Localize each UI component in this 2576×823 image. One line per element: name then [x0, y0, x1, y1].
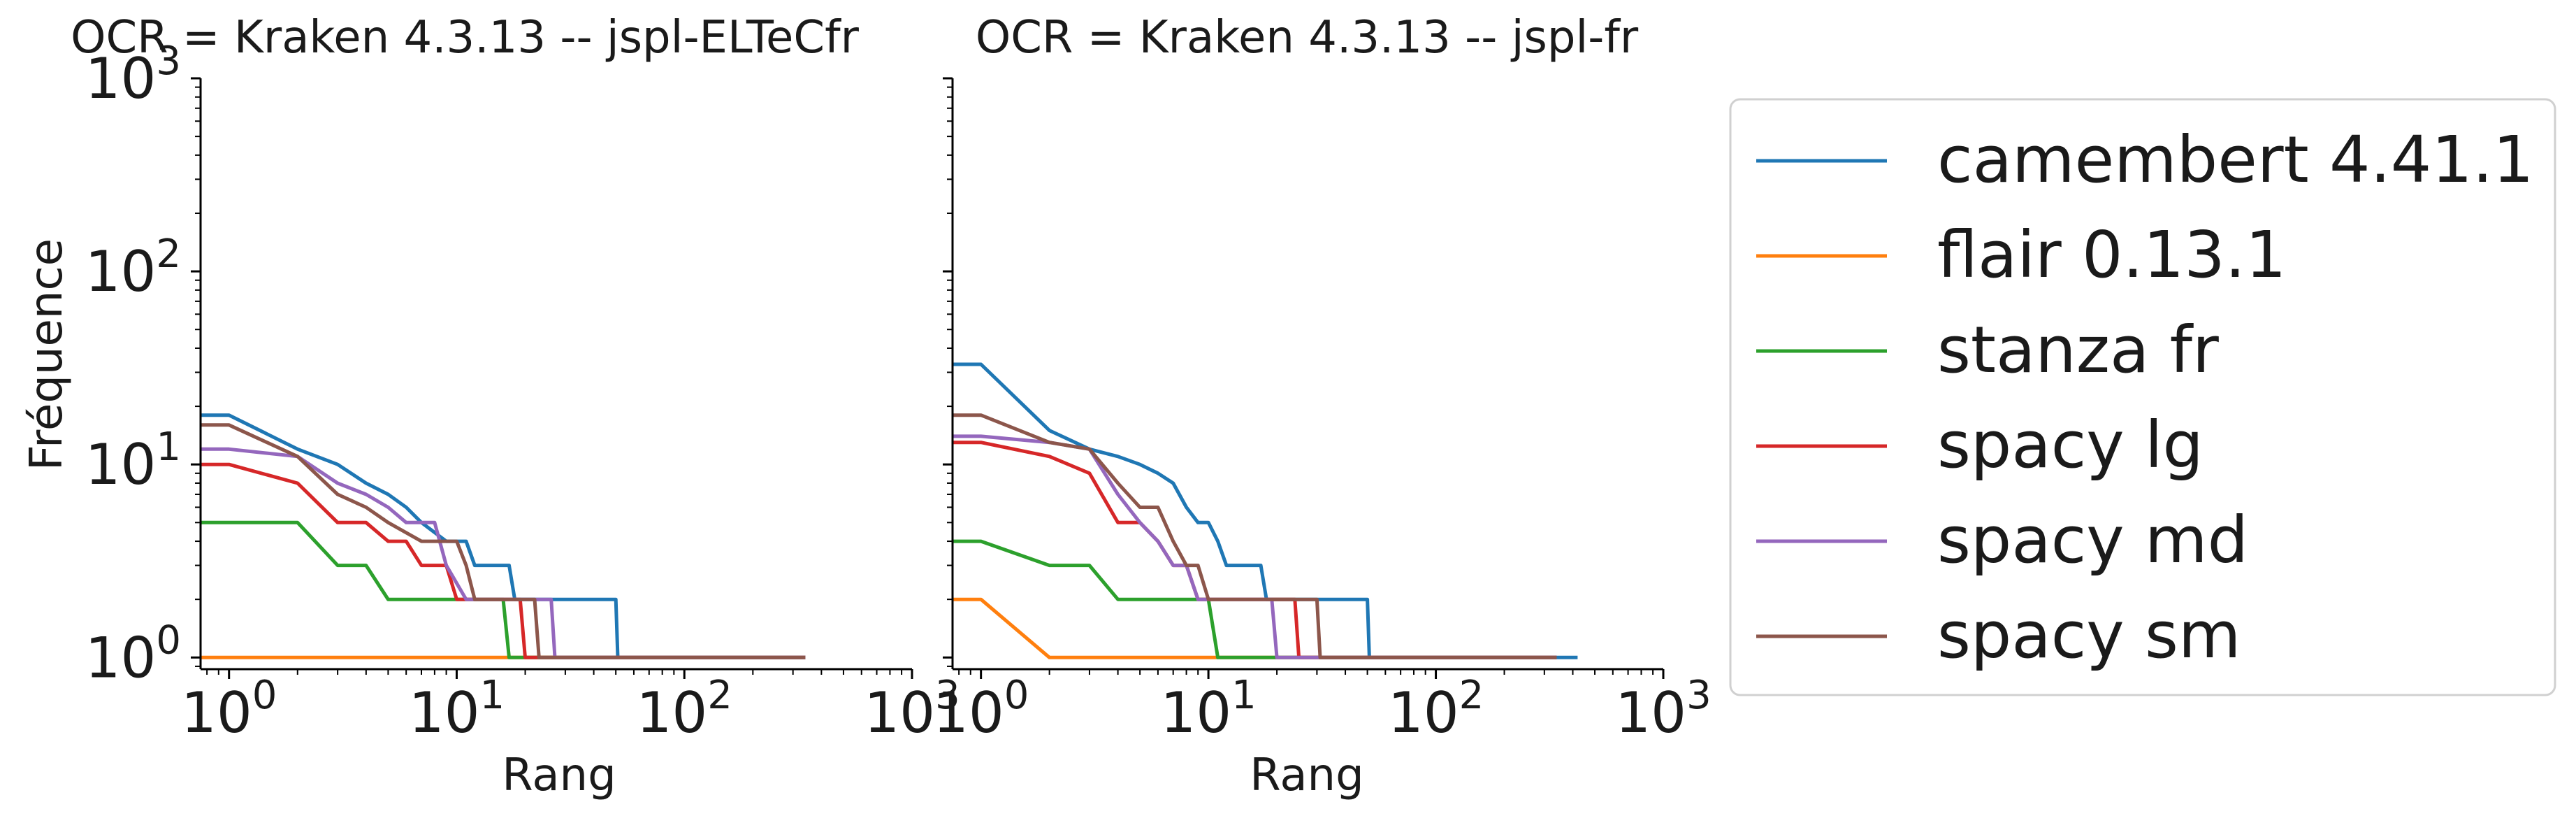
axis-spines — [951, 78, 1663, 671]
legend-frame — [1729, 98, 2556, 696]
series-line-stanza-fr — [201, 520, 806, 659]
legend-label: spacy md — [1937, 503, 2248, 578]
axis-spines — [199, 78, 912, 671]
subplot-jspl-eltecfr: OCR = Kraken 4.3.13 -- jspl-ELTeCfr Fréq… — [21, 12, 960, 801]
x-axis-label: Rang — [502, 750, 616, 801]
series-line-camembert-4-41-1 — [201, 413, 806, 659]
x-tick-label: 101 — [1160, 673, 1256, 745]
x-tick-label: 102 — [637, 673, 732, 745]
x-tick-label: 101 — [409, 673, 505, 745]
subplot-jspl-fr: OCR = Kraken 4.3.13 -- jspl-fr Rang 100 1… — [933, 12, 1712, 801]
x-tick-label: 103 — [1615, 673, 1711, 745]
legend: camembert 4.41.1 flair 0.13.1 stanza fr spa… — [1729, 98, 2556, 696]
x-tick-label: 100 — [181, 673, 277, 745]
x-tick-label: 102 — [1388, 673, 1484, 745]
legend-label: stanza fr — [1937, 313, 2219, 387]
series-lines — [201, 413, 806, 659]
series-lines — [953, 362, 1578, 659]
y-tick-label: 103 — [85, 38, 181, 111]
x-tick-label: 103 — [864, 673, 960, 745]
series-line-spacy-sm — [201, 423, 806, 659]
legend-label: flair 0.13.1 — [1937, 217, 2287, 292]
x-axis-label: Rang — [1250, 750, 1363, 801]
y-tick-label: 100 — [85, 617, 181, 690]
subplot-title: OCR = Kraken 4.3.13 -- jspl-ELTeCfr — [71, 12, 860, 64]
legend-label: spacy sm — [1937, 598, 2241, 673]
axis-ticks: 100 101 102 103 — [933, 77, 1712, 745]
legend-label: spacy lg — [1937, 408, 2204, 482]
x-tick-label: 100 — [933, 673, 1029, 745]
legend-label: camembert 4.41.1 — [1937, 122, 2534, 197]
legend-entries: camembert 4.41.1 flair 0.13.1 stanza fr spa… — [1756, 122, 2534, 673]
subplot-title: OCR = Kraken 4.3.13 -- jspl-fr — [976, 12, 1639, 64]
series-line-stanza-fr — [953, 539, 1557, 659]
axis-ticks: 100 101 102 103 100 101 102 103 — [85, 38, 960, 745]
y-tick-label: 101 — [85, 424, 181, 497]
series-line-spacy-sm — [953, 413, 1557, 659]
y-axis-label: Fréquence — [21, 238, 73, 471]
y-tick-label: 102 — [85, 231, 181, 304]
